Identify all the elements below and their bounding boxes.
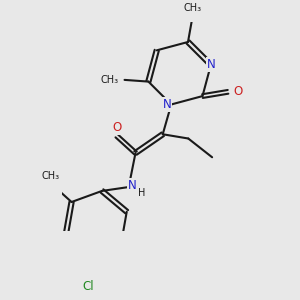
Text: CH₃: CH₃	[41, 172, 59, 182]
Text: O: O	[234, 85, 243, 98]
Text: N: N	[128, 179, 136, 192]
Text: N: N	[206, 58, 215, 71]
Text: N: N	[163, 98, 171, 111]
Text: CH₃: CH₃	[183, 3, 201, 13]
Text: O: O	[112, 121, 122, 134]
Text: Cl: Cl	[82, 280, 94, 292]
Text: CH₃: CH₃	[100, 75, 118, 85]
Text: H: H	[138, 188, 145, 198]
